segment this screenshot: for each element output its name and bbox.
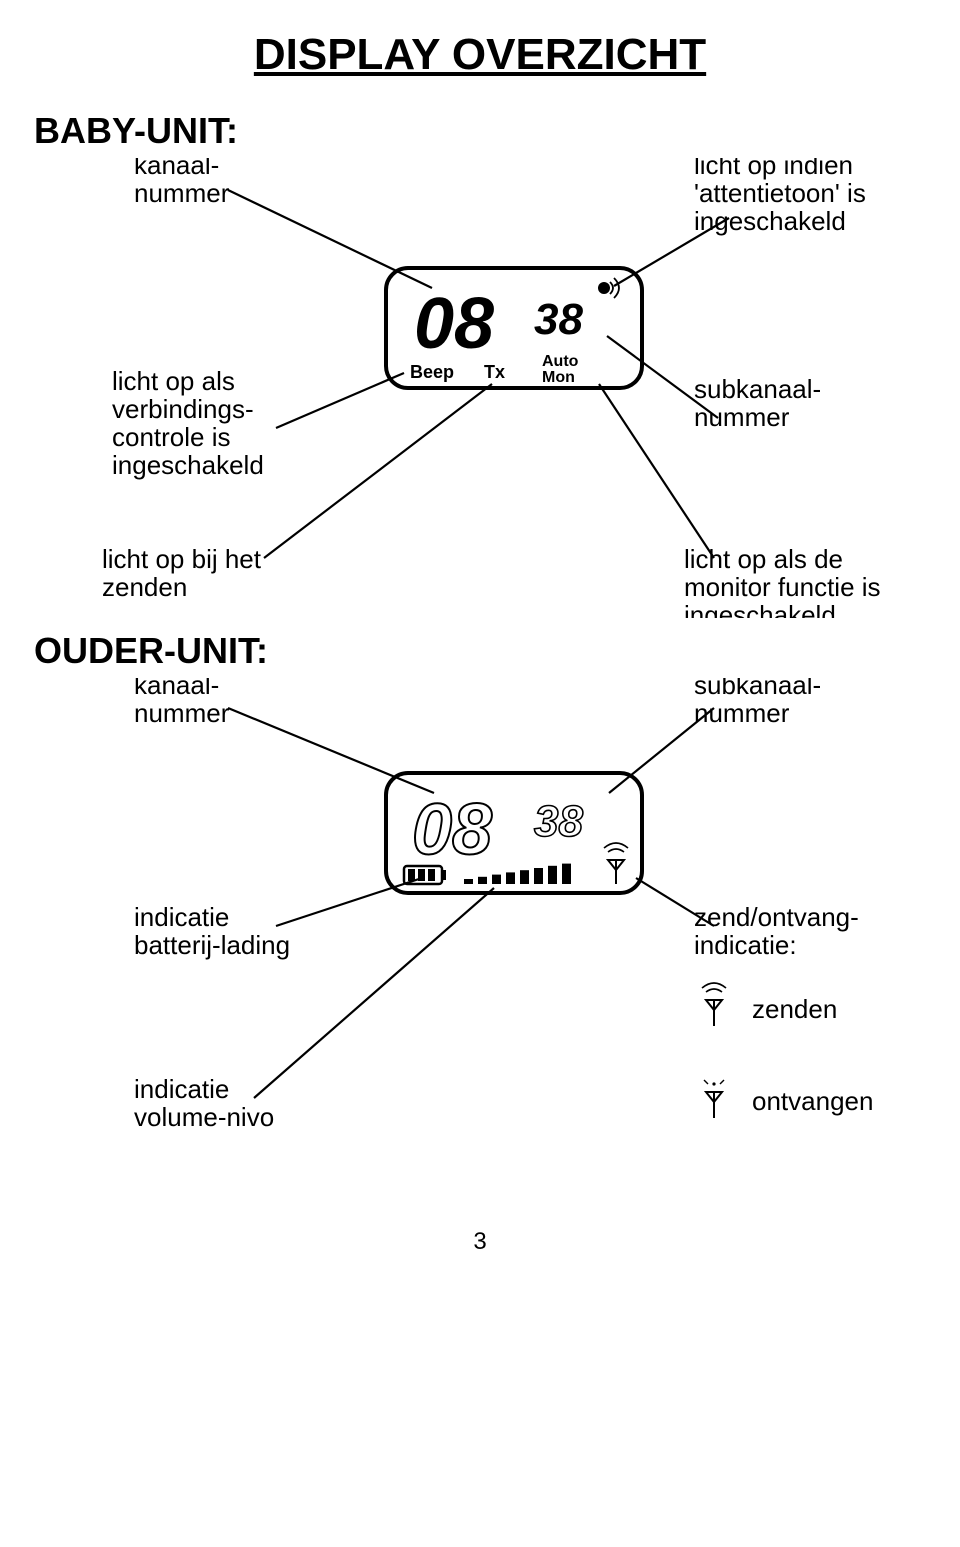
section-title-ouder: OUDER-UNIT: <box>34 630 926 672</box>
volume-bar <box>492 875 501 884</box>
volume-bar <box>464 879 473 884</box>
leader-line <box>276 373 404 428</box>
label-zenden: zenden <box>752 994 837 1024</box>
ouder-diagram: 08 38 kanaal- nummer subkanaal- nummer i… <box>34 678 926 1198</box>
callout-ouder-subchannel: subkanaal- nummer <box>694 678 828 728</box>
callout-ouder-channel: kanaal- nummer <box>134 678 230 728</box>
leader-line <box>228 190 432 288</box>
baby-diagram: 08 38 Beep Tx Auto Mon kanaal- nummer li… <box>34 158 926 618</box>
callout-baby-monitor: licht op als de monitor functie is inges… <box>684 544 888 618</box>
label-ontvangen: ontvangen <box>752 1086 873 1116</box>
ouder-subchannel-digits: 38 <box>534 797 583 846</box>
volume-bar <box>506 872 515 884</box>
callout-baby-link: licht op als verbindings- controle is in… <box>112 366 264 480</box>
volume-bar <box>520 870 529 884</box>
leader-line <box>264 384 492 558</box>
label-auto: Auto <box>542 353 579 370</box>
volume-bar <box>534 868 543 884</box>
leader-line <box>276 878 422 926</box>
baby-display-panel: 08 38 Beep Tx Auto Mon <box>386 268 642 388</box>
baby-subchannel-digits: 38 <box>534 295 583 344</box>
ouder-channel-digits: 08 <box>412 790 492 870</box>
baby-channel-digits: 08 <box>414 284 494 364</box>
volume-bar <box>548 866 557 884</box>
volume-bar <box>478 877 487 884</box>
callout-ouder-volume: indicatie volume-nivo <box>134 1074 274 1132</box>
volume-bar <box>562 864 571 884</box>
callout-baby-channel: kanaal- nummer <box>134 158 230 208</box>
page-title: DISPLAY OVERZICHT <box>34 30 926 80</box>
callout-baby-subchannel: subkanaal- nummer <box>694 374 828 432</box>
section-title-baby: BABY-UNIT: <box>34 110 926 152</box>
ouder-leader-lines <box>228 708 714 1098</box>
callout-ouder-txrx: zend/ontvang- indicatie: <box>694 902 866 960</box>
page-number: 3 <box>34 1228 926 1256</box>
callout-baby-attention: licht op indien 'attentietoon' is ingesc… <box>694 158 873 236</box>
callout-ouder-battery: indicatie batterij-lading <box>134 902 290 960</box>
leader-line <box>254 888 494 1098</box>
leader-line <box>228 708 434 793</box>
label-tx: Tx <box>484 362 505 382</box>
ouder-display-panel: 08 38 <box>386 773 642 893</box>
label-mon: Mon <box>542 369 575 386</box>
antenna-send-icon <box>702 983 726 1026</box>
antenna-receive-icon <box>704 1080 724 1118</box>
callout-baby-tx: licht op bij het zenden <box>102 544 268 602</box>
label-beep: Beep <box>410 362 454 382</box>
